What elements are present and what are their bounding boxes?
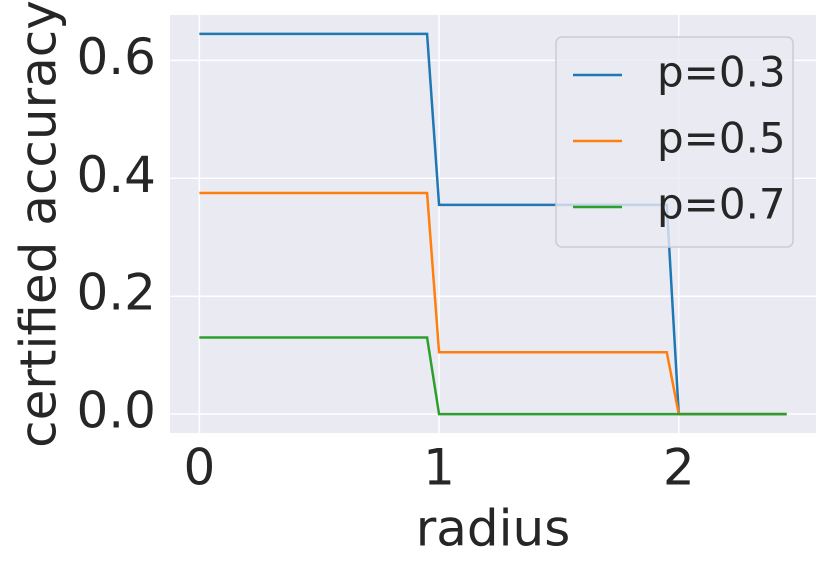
x-tick-label: 0 — [183, 439, 215, 497]
legend-label: p=0.5 — [657, 114, 786, 163]
y-tick-label: 0.4 — [76, 146, 156, 204]
legend-frame — [555, 36, 794, 248]
legend-label: p=0.3 — [657, 48, 786, 97]
y-tick-label: 0.2 — [76, 264, 156, 322]
x-tick-label: 2 — [663, 439, 695, 497]
legend-label: p=0.7 — [657, 180, 786, 229]
line-series — [199, 336, 787, 416]
y-axis-label: certified accuracy — [10, 0, 68, 448]
x-tick-label: 1 — [423, 439, 455, 497]
x-axis-label: radius — [416, 500, 571, 558]
y-tick-label: 0.0 — [76, 382, 156, 440]
legend: p=0.3 p=0.5 p=0.7 — [555, 36, 794, 248]
y-tick-label: 0.6 — [76, 28, 156, 86]
